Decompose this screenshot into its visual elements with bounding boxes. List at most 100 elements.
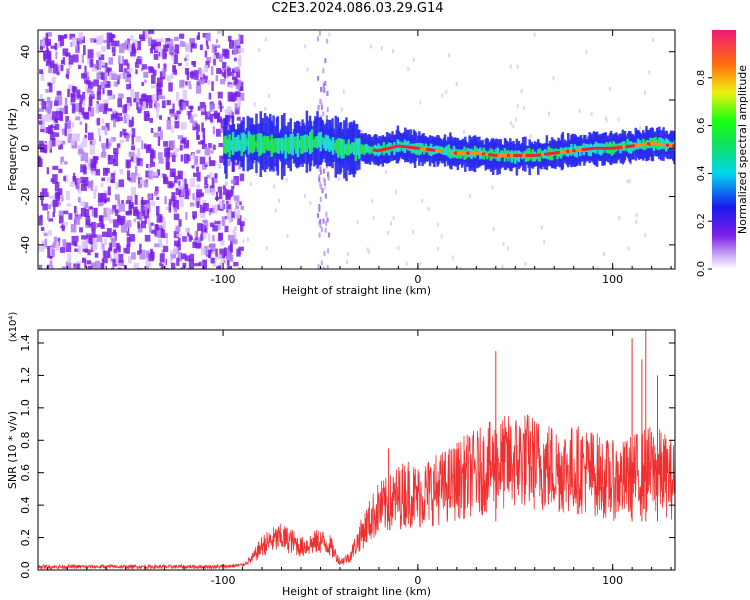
noise-cell xyxy=(188,259,194,269)
sparse-cell xyxy=(515,117,518,122)
noise-cell xyxy=(157,77,163,88)
ridge-mid xyxy=(321,137,324,145)
noise-cell xyxy=(112,229,116,240)
noise-cell xyxy=(183,41,186,47)
noise-cell xyxy=(215,248,218,257)
noise-cell xyxy=(86,260,92,265)
sparse-cell xyxy=(405,261,408,266)
noise-cell xyxy=(199,44,203,51)
noise-cell xyxy=(197,32,200,39)
noise-cell xyxy=(45,88,49,93)
ridge-mid xyxy=(575,145,578,158)
streak-cell xyxy=(319,196,322,202)
sparse-cell xyxy=(346,251,349,256)
noise-cell xyxy=(75,116,81,121)
noise-cell xyxy=(55,110,62,121)
noise-cell xyxy=(68,62,72,69)
noise-cell xyxy=(139,249,146,260)
noise-cell xyxy=(112,266,115,269)
noise-cell xyxy=(229,243,233,253)
noise-cell xyxy=(216,30,223,35)
noise-cell xyxy=(112,259,118,267)
noise-cell xyxy=(128,44,132,53)
noise-cell xyxy=(56,65,60,76)
streak-cell xyxy=(325,115,328,121)
noise-cell xyxy=(46,167,49,175)
snr-ytick-label: 0.2 xyxy=(19,529,32,547)
ridge-mid xyxy=(309,131,312,154)
noise-cell xyxy=(197,124,200,132)
noise-cell xyxy=(58,215,64,224)
noise-cell xyxy=(50,45,56,49)
spectrogram-xtick-label: 0 xyxy=(414,273,421,286)
noise-cell xyxy=(192,193,195,201)
noise-cell xyxy=(144,234,151,242)
noise-cell xyxy=(171,262,176,269)
noise-cell xyxy=(190,202,195,207)
noise-cell xyxy=(112,205,117,212)
noise-cell xyxy=(133,98,137,103)
noise-cell xyxy=(167,116,171,121)
noise-cell xyxy=(195,122,198,129)
noise-cell xyxy=(94,185,98,192)
noise-cell xyxy=(161,216,165,227)
sparse-cell xyxy=(533,32,536,37)
noise-cell xyxy=(200,233,204,241)
ridge-mid xyxy=(500,150,503,158)
noise-cell xyxy=(228,216,232,224)
noise-cell xyxy=(227,35,232,42)
ridge-mid xyxy=(224,135,228,154)
noise-cell xyxy=(197,141,204,145)
noise-cell xyxy=(238,162,241,170)
noise-cell xyxy=(142,101,147,110)
noise-cell xyxy=(139,34,145,39)
streak-cell xyxy=(320,86,322,92)
noise-cell xyxy=(147,144,152,151)
noise-cell xyxy=(156,169,161,176)
noise-cell xyxy=(192,211,197,219)
noise-cell xyxy=(156,102,160,112)
noise-cell xyxy=(123,113,128,124)
ridge-mid xyxy=(252,134,256,153)
noise-cell xyxy=(133,262,140,269)
noise-cell xyxy=(99,59,102,70)
noise-cell xyxy=(151,74,156,84)
noise-cell xyxy=(88,235,93,245)
noise-cell xyxy=(179,80,184,88)
streak-cell xyxy=(325,211,328,217)
sparse-cell xyxy=(543,240,546,245)
noise-cell xyxy=(70,94,76,102)
ridge-mid xyxy=(251,135,254,154)
noise-cell xyxy=(91,221,96,231)
noise-cell xyxy=(52,121,56,127)
noise-cell xyxy=(173,69,178,75)
noise-cell xyxy=(209,222,215,228)
noise-cell xyxy=(174,240,180,247)
noise-cell xyxy=(109,34,116,38)
noise-cell xyxy=(93,189,96,199)
noise-cell xyxy=(39,94,43,99)
noise-cell xyxy=(59,247,66,253)
sparse-cell xyxy=(324,186,327,190)
noise-cell xyxy=(108,138,113,144)
noise-cell xyxy=(42,114,48,120)
ridge-mid xyxy=(475,148,478,156)
noise-cell xyxy=(46,50,52,60)
noise-cell xyxy=(143,211,146,219)
sparse-cell xyxy=(652,37,655,42)
noise-cell xyxy=(148,30,155,34)
noise-cell xyxy=(169,140,175,149)
noise-cell xyxy=(155,224,160,231)
sparse-cell xyxy=(264,107,267,111)
sparse-cell xyxy=(502,241,505,246)
sparse-cell xyxy=(366,247,369,252)
sparse-cell xyxy=(356,220,359,225)
noise-cell xyxy=(180,139,186,144)
noise-cell xyxy=(38,157,42,167)
noise-cell xyxy=(191,153,194,159)
noise-cell xyxy=(90,91,94,96)
sparse-cell xyxy=(338,176,341,181)
noise-cell xyxy=(205,188,209,193)
noise-cell xyxy=(99,135,102,142)
streak-cell xyxy=(319,223,322,229)
